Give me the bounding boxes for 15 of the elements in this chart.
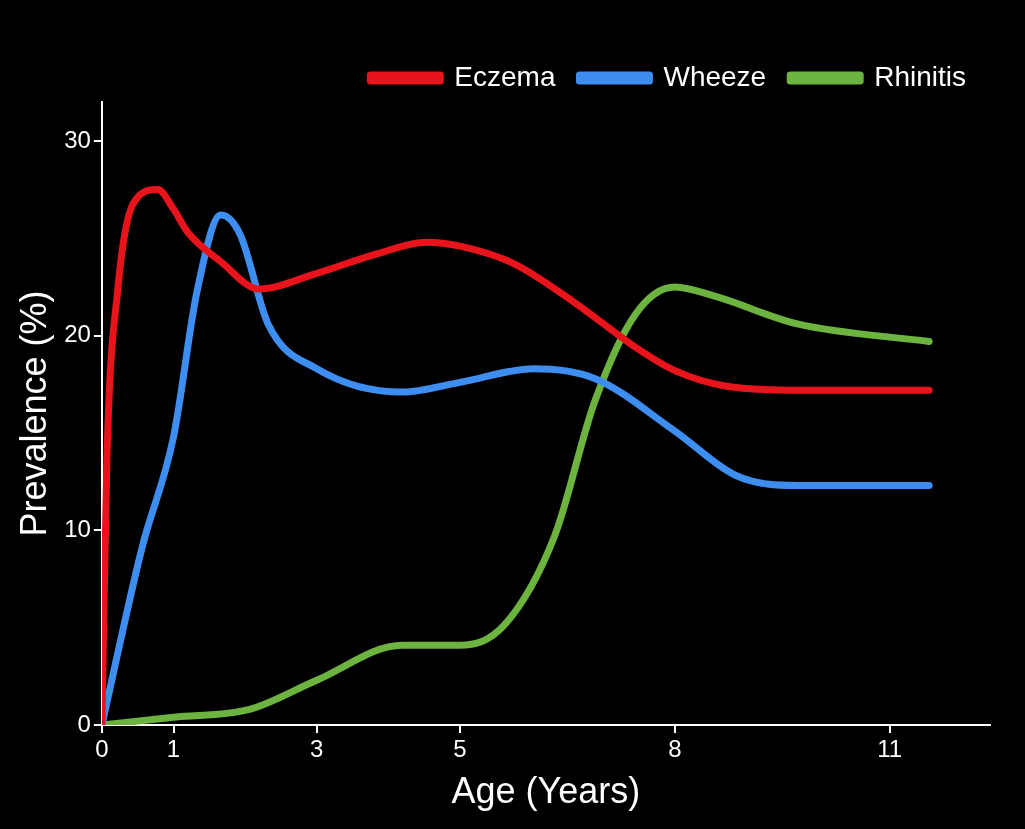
y-tick-label: 10 [64, 514, 91, 542]
legend-label: Rhinitis [874, 60, 967, 92]
x-tick-label: 1 [166, 735, 181, 763]
x-tick-label: 11 [877, 735, 903, 763]
x-tick-label: 5 [453, 735, 467, 763]
legend-label: Wheeze [663, 60, 767, 92]
y-tick-label: 30 [64, 125, 91, 153]
y-tick-label: 0 [77, 709, 91, 737]
x-tick-label: 0 [95, 735, 109, 763]
y-tick-label: 20 [64, 320, 91, 348]
legend-label: Eczema [454, 60, 556, 92]
x-axis-title: Age (Years) [451, 770, 641, 812]
x-tick-label: 8 [668, 735, 682, 763]
x-tick-label: 3 [310, 735, 324, 763]
y-axis-title: Prevalence (%) [12, 290, 54, 537]
